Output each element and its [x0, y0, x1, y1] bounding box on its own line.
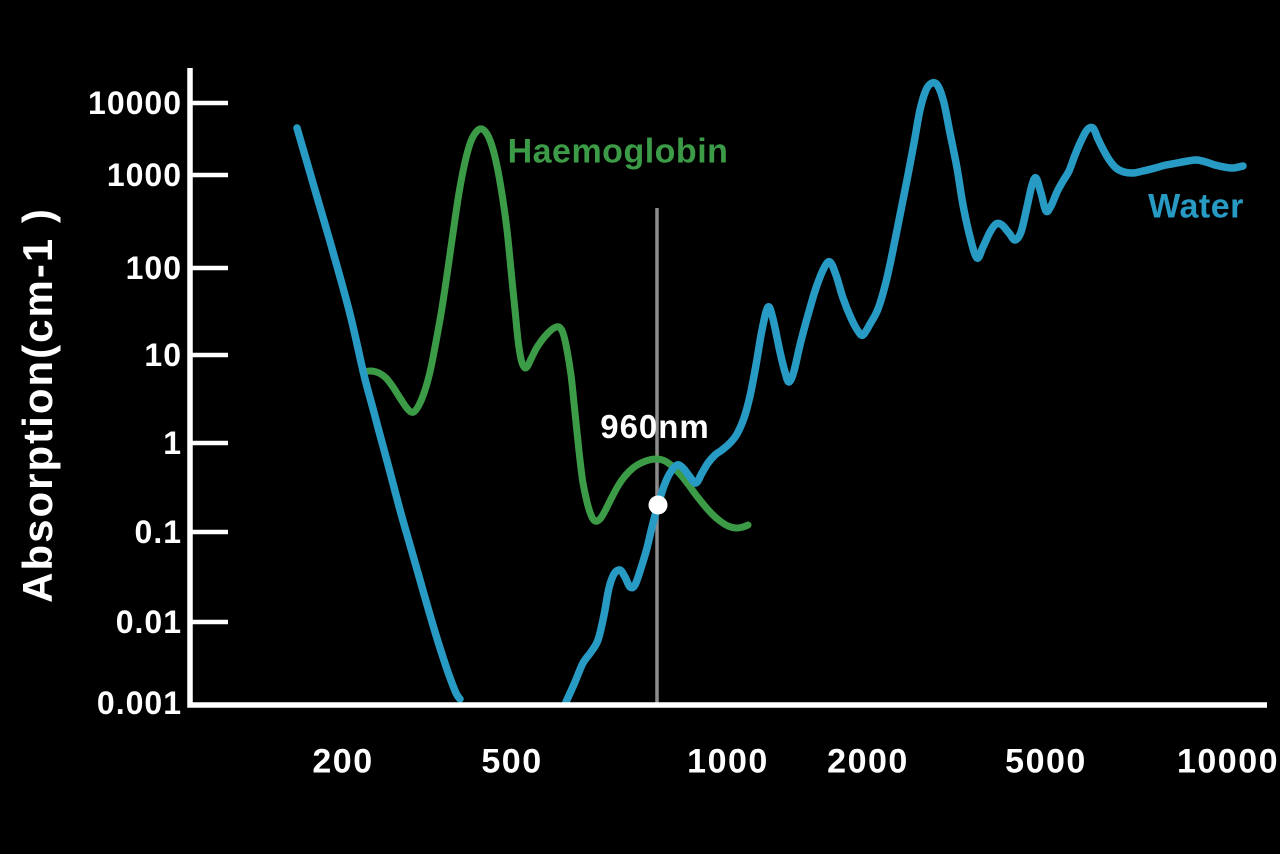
curve-water	[562, 78, 1247, 706]
curve-haemoglobin	[359, 125, 752, 532]
x-axis-tick-label: 200	[312, 742, 374, 781]
x-axis-tick-label: 5000	[1005, 742, 1087, 781]
haemoglobin-curve-label: Haemoglobin	[507, 132, 729, 171]
x-axis-tick-label: 500	[481, 742, 543, 781]
y-axis-tick-label: 100	[125, 250, 182, 286]
y-axis-tick-label: 10000	[88, 85, 182, 121]
y-axis-tick-label: 1	[163, 425, 182, 461]
axes	[187, 68, 1267, 708]
y-axis-tick-label: 0.001	[96, 685, 182, 721]
y-axis-tick-label: 1000	[106, 157, 182, 193]
water-curve-label: Water	[1148, 187, 1244, 226]
y-axis-tick-label: 10	[144, 337, 182, 373]
x-axis-tick-label: 10000	[1176, 742, 1280, 781]
annotation-dot-960nm	[648, 495, 668, 515]
x-axis-tick-label: 2000	[827, 742, 909, 781]
annotation-960nm-label: 960nm	[600, 408, 710, 445]
x-axis-tick-label: 1000	[687, 742, 769, 781]
curve-water	[293, 124, 464, 703]
y-axis-tick-label: 0.1	[134, 514, 182, 550]
y-axis-tick-label: 0.01	[115, 604, 182, 640]
